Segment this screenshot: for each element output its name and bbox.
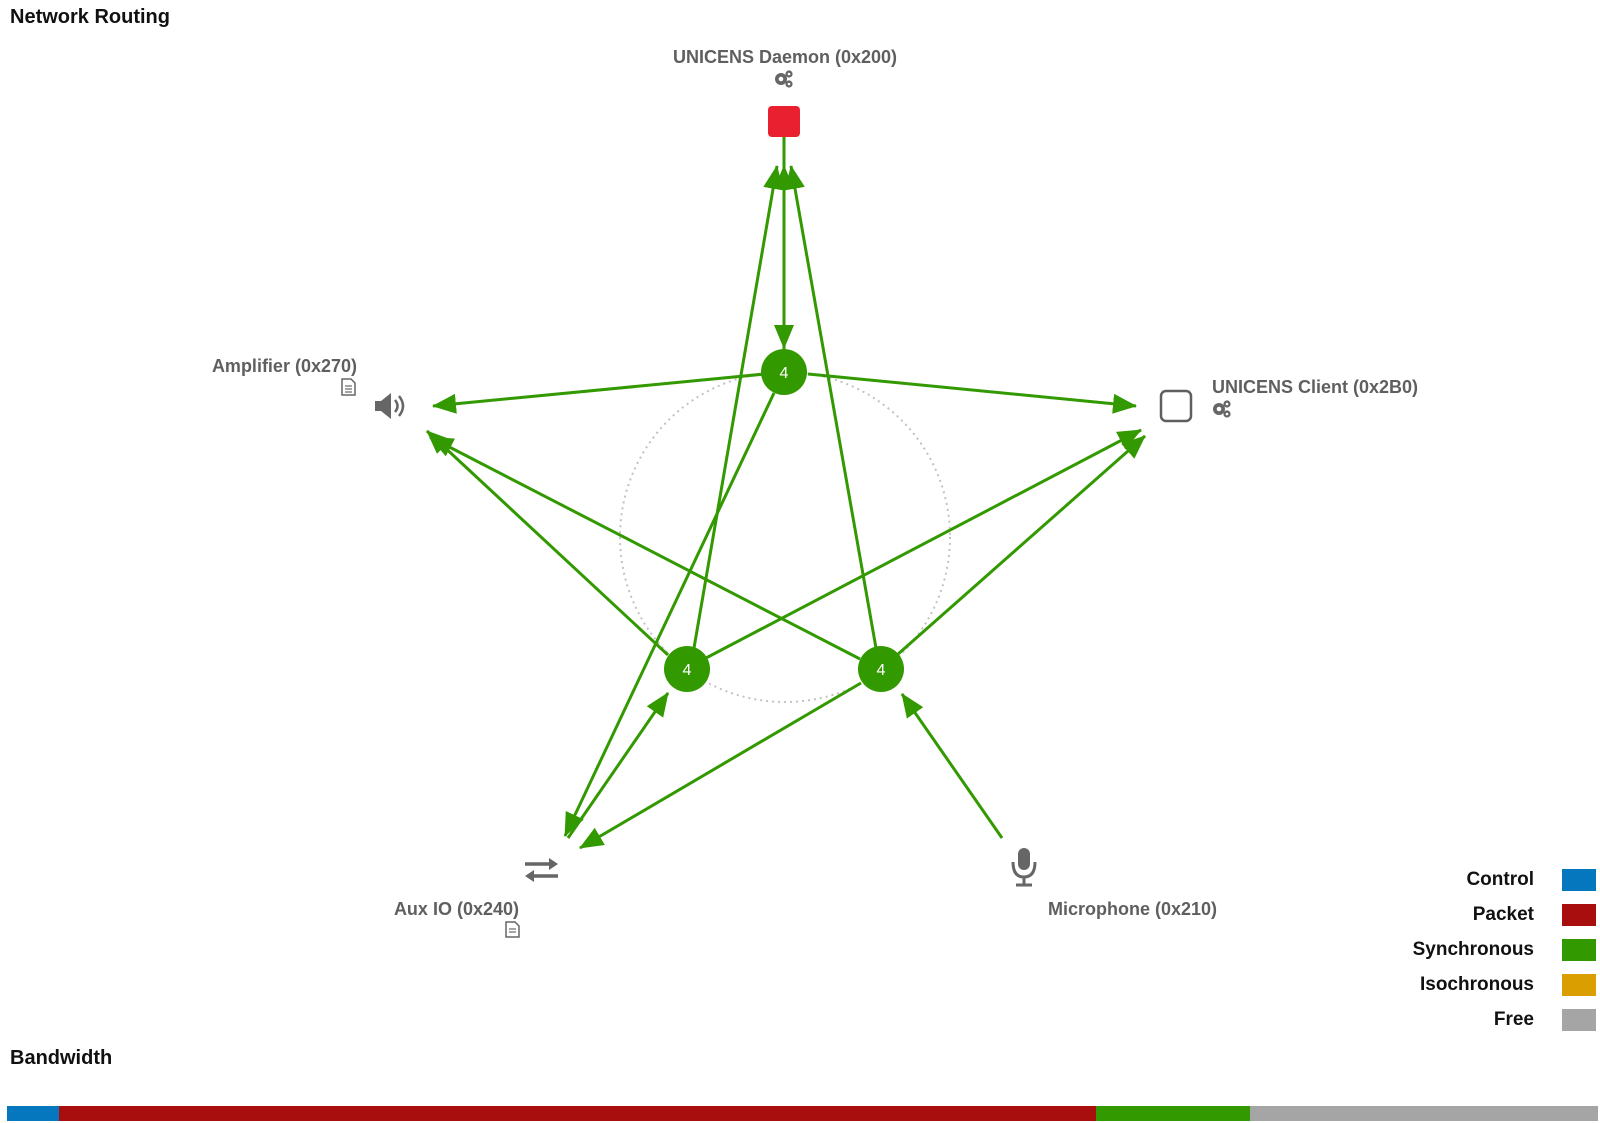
edge-top-hub-to-auxio[interactable] [563, 392, 776, 837]
node-amplifier[interactable]: Amplifier (0x270) [212, 356, 405, 419]
stop-square-icon[interactable] [768, 106, 800, 137]
edge-right-hub-to-daemon[interactable] [785, 165, 878, 649]
legend-label: Free [1493, 1009, 1534, 1030]
amplifier-label: Amplifier (0x270) [212, 356, 357, 376]
exchange-arrows-icon [525, 858, 558, 882]
legend-swatch-synchronous [1562, 939, 1596, 961]
speaker-icon [375, 393, 405, 419]
auxio-label: Aux IO (0x240) [394, 899, 519, 919]
bandwidth-bar [7, 1106, 1598, 1121]
edge-top-hub-to-client[interactable] [807, 372, 1137, 414]
legend-item-packet: Packet [1473, 903, 1596, 927]
edge-right-hub-to-client[interactable] [896, 434, 1146, 657]
legend-label: Packet [1472, 904, 1534, 925]
hub-top-count: 4 [780, 365, 789, 382]
bandwidth-segment-packet [59, 1106, 1097, 1121]
legend-swatch-free [1562, 1009, 1596, 1031]
document-icon [505, 921, 520, 938]
legend-swatch-isochronous [1562, 974, 1596, 996]
edge-right-hub-to-amplifier[interactable] [429, 435, 861, 661]
hub-ring [619, 371, 951, 703]
bandwidth-segment-synchronous [1096, 1106, 1251, 1121]
client-label: UNICENS Client (0x2B0) [1212, 377, 1418, 397]
square-outline-icon[interactable] [1159, 389, 1193, 423]
bandwidth-segment-free [1250, 1106, 1598, 1121]
microphone-icon [1011, 848, 1037, 887]
edge-left-hub-to-daemon[interactable] [692, 165, 783, 649]
legend-item-isochronous: Isochronous [1420, 973, 1596, 997]
legend-label: Synchronous [1412, 939, 1534, 960]
edge-top-hub-to-amplifier[interactable] [432, 372, 766, 414]
node-auxio[interactable]: Aux IO (0x240) [394, 858, 558, 938]
legend-swatch-control [1562, 869, 1596, 891]
node-microphone[interactable]: Microphone (0x210) [1011, 848, 1217, 919]
network-routing-title: Network Routing [10, 6, 170, 28]
microphone-label: Microphone (0x210) [1048, 899, 1217, 919]
hub-right[interactable]: 4 [858, 646, 904, 692]
hub-left[interactable]: 4 [664, 646, 710, 692]
edge-auxio-to-left-hub[interactable] [566, 692, 670, 839]
node-client[interactable]: UNICENS Client (0x2B0) [1159, 377, 1418, 423]
document-icon [341, 378, 356, 396]
node-daemon[interactable]: UNICENS Daemon (0x200) [673, 47, 897, 137]
edge-left-hub-to-client[interactable] [705, 428, 1142, 660]
hub-right-count: 4 [877, 662, 886, 679]
gears-icon [1213, 400, 1231, 418]
legend-label: Control [1466, 869, 1534, 890]
edge-microphone-to-right-hub[interactable] [900, 693, 1004, 839]
hub-left-count: 4 [683, 662, 692, 679]
legend-swatch-packet [1562, 904, 1596, 926]
bandwidth-title: Bandwidth [10, 1047, 113, 1069]
edge-right-hub-to-auxio[interactable] [579, 681, 862, 850]
hub-top[interactable]: 4 [761, 349, 807, 395]
legend-item-free: Free [1494, 1008, 1596, 1032]
bandwidth-segment-control [7, 1106, 60, 1121]
legend-label: Isochronous [1419, 974, 1534, 995]
legend-item-control: Control [1466, 868, 1596, 892]
daemon-label: UNICENS Daemon (0x200) [673, 47, 897, 67]
edge-left-hub-to-amplifier[interactable] [425, 429, 670, 657]
gears-icon [775, 70, 793, 88]
legend-item-synchronous: Synchronous [1413, 938, 1596, 962]
